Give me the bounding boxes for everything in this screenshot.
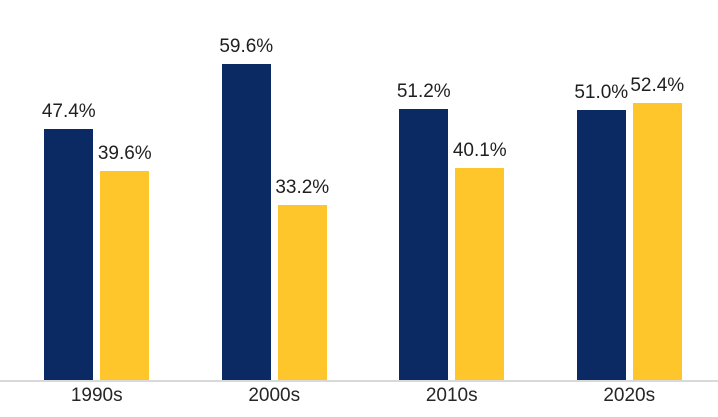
bar-wrap: 47.4%	[41, 9, 96, 381]
x-axis-label: 2020s	[603, 385, 656, 406]
bar-series-2-gold-2010s	[455, 168, 505, 381]
x-axis-labels: 1990s 2000s 2010s 2020s	[0, 385, 718, 408]
bar-wrap: 40.1%	[452, 9, 507, 381]
bar-value-label: 40.1%	[452, 140, 507, 161]
bar-value-label: 59.6%	[219, 36, 274, 57]
bar-series-1-navy-2020s	[576, 110, 626, 381]
bar-series-2-gold-1990s	[100, 171, 150, 381]
bar-wrap: 59.6%	[219, 9, 274, 381]
bar-value-label: 51.2%	[396, 81, 451, 102]
bar-wrap: 33.2%	[275, 9, 330, 381]
bar-series-2-gold-2000s	[277, 205, 327, 381]
bar-series-1-navy-2010s	[399, 109, 449, 381]
bar-series-1-navy-1990s	[44, 129, 94, 381]
bar-group: 47.4% 39.6%	[8, 9, 186, 381]
bar-series-1-navy-2000s	[221, 64, 271, 381]
bar-wrap: 39.6%	[97, 9, 152, 381]
bar-value-label: 51.0%	[574, 82, 629, 103]
x-axis-label: 2010s	[425, 385, 478, 406]
x-axis-label: 2000s	[248, 385, 301, 406]
bar-group: 51.0% 52.4%	[541, 9, 718, 381]
bar-wrap: 51.2%	[396, 9, 451, 381]
x-axis-label: 1990s	[70, 385, 123, 406]
bar-value-label: 47.4%	[41, 101, 96, 122]
bar-group: 59.6% 33.2%	[186, 9, 364, 381]
bar-wrap: 52.4%	[630, 9, 685, 381]
bar-series-2-gold-2020s	[632, 103, 682, 381]
bar-wrap: 51.0%	[574, 9, 629, 381]
plot-area: 47.4% 39.6% 59.6% 33.2% 51.2% 40.1% 51.0% 52.4%	[0, 9, 718, 381]
bar-group: 51.2% 40.1%	[363, 9, 541, 381]
x-axis-line	[0, 380, 718, 382]
bar-value-label: 33.2%	[275, 177, 330, 198]
bar-value-label: 52.4%	[630, 75, 685, 96]
bar-value-label: 39.6%	[97, 143, 152, 164]
